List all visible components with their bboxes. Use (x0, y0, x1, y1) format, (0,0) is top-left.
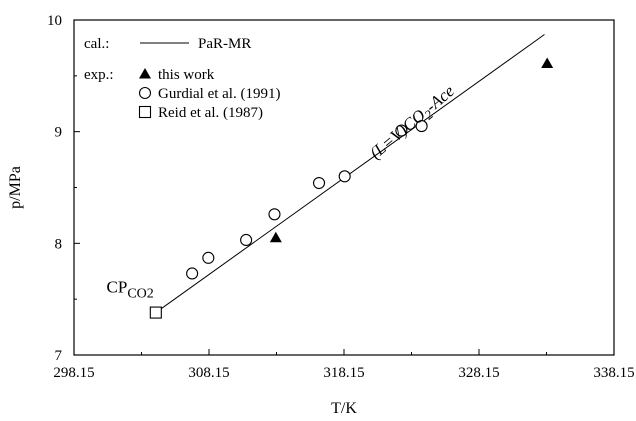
y-tick-label-3: 10 (47, 13, 62, 29)
curve-annotation: (L=V)CO2-Ace (366, 81, 460, 165)
x-axis-title: T/K (331, 400, 357, 417)
point-gurdial-et-al-1991-5 (339, 171, 350, 182)
point-gurdial-et-al-1991-1 (203, 252, 214, 263)
x-tick-label-4: 338.15 (593, 365, 634, 381)
point-reid-et-al-1987-0 (150, 307, 161, 318)
y-tick-label-1: 8 (55, 236, 63, 252)
legend-exp-header: exp.: (84, 67, 114, 83)
point-this-work-1 (541, 58, 553, 69)
point-gurdial-et-al-1991-4 (314, 178, 325, 189)
legend-gurdial-et-al-1991-label: Gurdial et al. (1991) (158, 86, 280, 102)
x-axis-ticks: 298.15 308.15 318.15 328.15 338.15 (53, 349, 634, 381)
point-gurdial-et-al-1991-0 (187, 268, 198, 279)
plot-frame (74, 20, 614, 355)
legend-par-mr-label: PaR-MR (198, 36, 251, 52)
point-gurdial-et-al-1991-2 (241, 234, 252, 245)
cp-sub: CO2 (127, 287, 153, 302)
x-tick-label-0: 298.15 (53, 365, 94, 381)
x-tick-label-3: 328.15 (458, 365, 499, 381)
point-gurdial-et-al-1991-3 (269, 209, 280, 220)
y-axis-title: p/MPa (7, 166, 24, 209)
y-tick-label-2: 9 (55, 125, 63, 141)
y-tick-label-0: 7 (55, 348, 63, 364)
legend-gurdial-et-al-1991-swatch (140, 88, 151, 99)
point-this-work-0 (270, 232, 282, 243)
legend-cal-header: cal.: (84, 36, 109, 52)
legend-entries: PaR-MR this work Gurdial et al. (1991) Reid… (139, 36, 280, 121)
cp-co2-annotation: CPCO2 (107, 278, 154, 302)
legend-this-work-swatch (139, 68, 151, 79)
legend: cal.: exp.: PaR-MR this work Gurdial et al… (84, 36, 280, 121)
legend-reid-et-al-1987-swatch (140, 107, 151, 118)
x-tick-label-1: 308.15 (188, 365, 229, 381)
legend-reid-et-al-1987-label: Reid et al. (1987) (158, 105, 263, 121)
legend-this-work-label: this work (158, 67, 215, 83)
y-axis-ticks: 7 8 9 10 (47, 13, 80, 364)
cp-main: CP (107, 278, 128, 297)
x-tick-label-2: 318.15 (323, 365, 364, 381)
curve-prefix: (L=V)CO (366, 106, 429, 163)
